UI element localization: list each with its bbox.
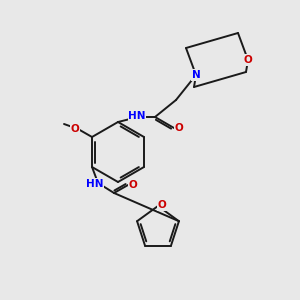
Text: O: O	[244, 55, 252, 65]
Text: HN: HN	[128, 111, 146, 121]
Text: HN: HN	[86, 179, 104, 189]
Text: N: N	[192, 70, 200, 80]
Text: O: O	[70, 124, 80, 134]
Text: O: O	[158, 200, 166, 210]
Text: O: O	[175, 123, 183, 133]
Text: O: O	[129, 180, 137, 190]
